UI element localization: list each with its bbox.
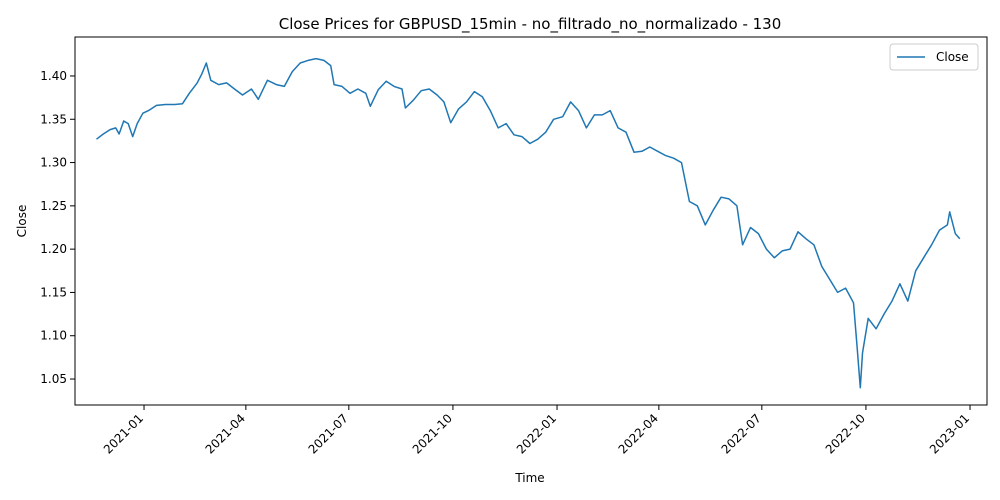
y-tick-label: 1.30 bbox=[40, 156, 67, 170]
legend-label-close: Close bbox=[936, 50, 969, 64]
y-tick-label: 1.20 bbox=[40, 242, 67, 256]
y-axis-label: Close bbox=[15, 205, 29, 238]
y-tick-label: 1.35 bbox=[40, 112, 67, 126]
series-layer bbox=[96, 57, 961, 389]
legend: Close bbox=[889, 43, 979, 71]
series-line-close bbox=[96, 57, 961, 389]
y-tick-label: 1.15 bbox=[40, 285, 67, 299]
y-tick-label: 1.40 bbox=[40, 69, 67, 83]
y-tick-label: 1.25 bbox=[40, 199, 67, 213]
y-tick-label: 1.10 bbox=[40, 329, 67, 343]
plot-area bbox=[74, 36, 988, 406]
y-tick-label: 1.05 bbox=[40, 372, 67, 386]
chart-title: Close Prices for GBPUSD_15min - no_filtr… bbox=[279, 15, 782, 34]
x-axis-label: Time bbox=[514, 471, 544, 485]
legend-box bbox=[889, 43, 979, 71]
plot-frame bbox=[74, 36, 988, 406]
y-axis: 1.05 1.10 1.15 1.20 1.25 1.30 1.35 1.40 bbox=[40, 69, 75, 386]
